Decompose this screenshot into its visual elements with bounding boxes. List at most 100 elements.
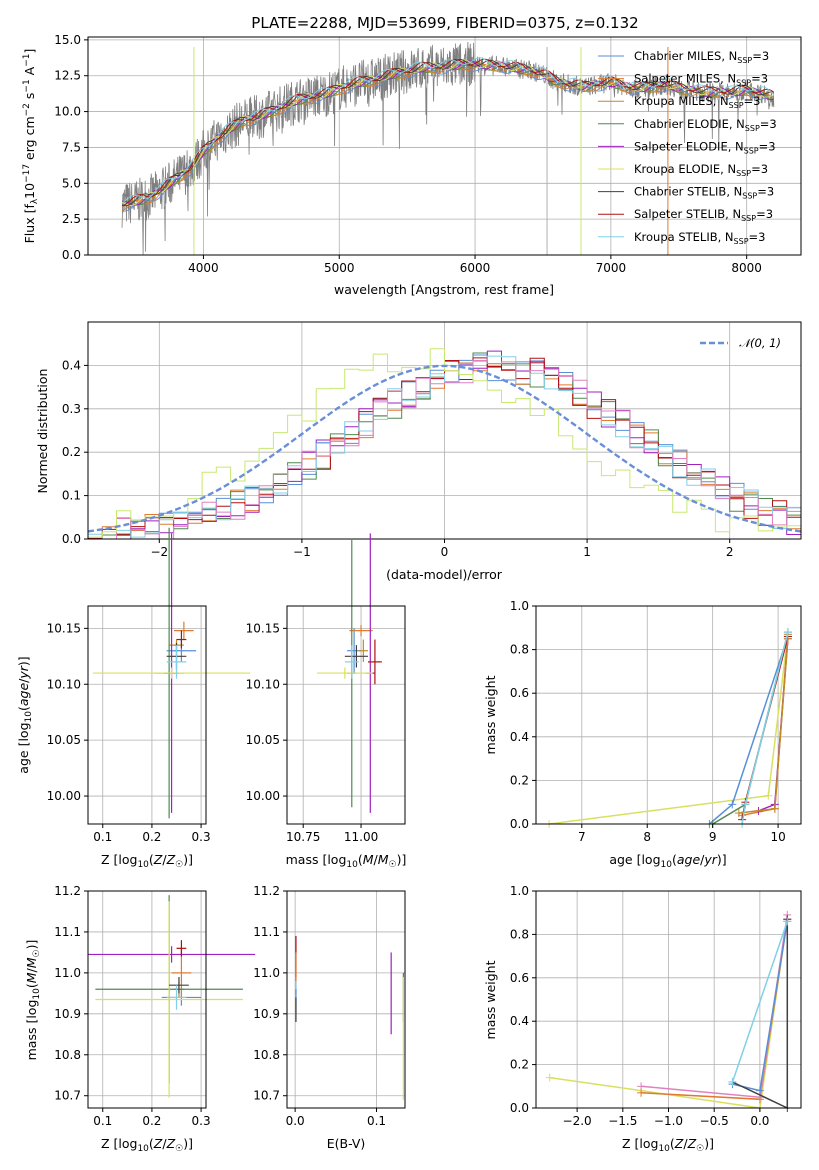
x-tick-label: 2: [726, 545, 734, 559]
mass-vs-z-panel: 0.1 0.2 0.3 10.7 10.8 10.9 11.0 11.1 11.2 Z [log…: [24, 884, 256, 1154]
spectrum-ylabel: Flux [fλ10−17 erg cm−2 s−1 A−1]: [22, 49, 40, 244]
y-tick-label: 10.05: [246, 733, 280, 747]
y-tick-label: 11.0: [54, 966, 81, 980]
mass-vs-ebv-panel: 0.0 0.1 10.7 10.8 10.9 11.0 11.1 11.2 E(B-V): [253, 884, 406, 1151]
x-tick-label: 7: [578, 830, 586, 844]
weight-line-kroupa_stelib: [731, 921, 789, 1083]
legend-label-chabrier_stelib: Chabrier STELIB, NSSP=3: [634, 185, 774, 201]
weight-vs-age-ticks: 7 8 9 10 0.0 0.2 0.4 0.6 0.8 1.0: [510, 599, 786, 844]
legend-label-chabrier_elodie: Chabrier ELODIE, NSSP=3: [634, 117, 777, 133]
weight-vs-z-ticks: −2.0 −1.5 −1.0 −0.5 0.0 0.0 0.2 0.4 0.6 0.8 1.0: [510, 884, 770, 1128]
x-tick-label: 8000: [731, 261, 762, 275]
x-tick-label: 1: [583, 545, 591, 559]
x-tick-label: 0.1: [93, 1114, 112, 1128]
y-tick-label: 11.1: [54, 925, 81, 939]
weight-vs-z-panel: −2.0 −1.5 −1.0 −0.5 0.0 0.0 0.2 0.4 0.6 0.8 1.0 Z …: [483, 884, 802, 1154]
y-tick-label: 0.4: [510, 1014, 529, 1028]
x-tick-label: 10: [770, 830, 785, 844]
x-tick-label: 9: [709, 830, 717, 844]
y-tick-label: 0.6: [510, 686, 529, 700]
histogram-ylabel: Normed distribution: [35, 369, 50, 494]
x-tick-label: −2: [150, 545, 168, 559]
y-tick-label: 0.0: [62, 248, 81, 262]
legend-label-kroupa_elodie: Kroupa ELODIE, NSSP=3: [634, 162, 768, 178]
x-tick-label: 10.75: [286, 830, 320, 844]
x-tick-label: 8: [643, 830, 651, 844]
y-tick-label: 1.0: [510, 599, 529, 613]
histogram-step-6: [88, 360, 801, 540]
spectrum-xlabel: wavelength [Angstrom, rest frame]: [334, 282, 554, 297]
x-tick-label: 0.1: [93, 830, 112, 844]
age-vs-mass-grid: [287, 606, 405, 824]
histogram-xlabel: (data-model)/error: [386, 567, 503, 582]
y-tick-label: 0.4: [510, 730, 529, 744]
mass-vs-z-xlabel: Z [log10(Z/Z☉)]: [101, 1136, 193, 1154]
y-tick-label: 10.8: [54, 1048, 81, 1062]
y-tick-label: 0.6: [510, 971, 529, 985]
y-tick-label: 1.0: [510, 884, 529, 898]
y-tick-label: 0.3: [62, 402, 81, 416]
spectrum-frame: [87, 36, 802, 256]
x-tick-label: −1.5: [608, 1114, 637, 1128]
y-tick-label: 2.5: [62, 212, 81, 226]
x-tick-label: 0.3: [192, 1114, 211, 1128]
y-tick-label: 0.4: [62, 358, 81, 372]
legend-label-salpeter_stelib: Salpeter STELIB, NSSP=3: [634, 207, 773, 223]
weight-vs-z-xlabel: Z [log10(Z/Z☉)]: [622, 1136, 714, 1154]
y-tick-label: 10.7: [54, 1089, 81, 1103]
y-tick-label: 10.15: [246, 621, 280, 635]
spectrum-panel: 4000 5000 6000 7000 8000 0.0 2.5 5.0 7.5 10.0 12.5…: [22, 14, 802, 297]
model-line-kroupa_stelib: [121, 57, 775, 204]
y-tick-label: 12.5: [54, 69, 81, 83]
mass-vs-z-frame: [87, 890, 207, 1109]
age-vs-z-ylabel: age [log10(age/yr)]: [16, 656, 34, 773]
y-tick-label: 5.0: [62, 176, 81, 190]
x-tick-label: −0.5: [700, 1114, 729, 1128]
y-tick-label: 0.2: [62, 445, 81, 459]
age-vs-mass-frame: [286, 605, 406, 825]
mass-vs-ebv-ticks: 0.0 0.1 10.7 10.8 10.9 11.0 11.1 11.2: [253, 884, 386, 1128]
x-tick-label: −2.0: [563, 1114, 592, 1128]
weight-vs-age-ylabel: mass weight: [483, 675, 498, 754]
x-tick-label: 11.00: [344, 830, 378, 844]
age-vs-z-errorbars: [92, 527, 251, 819]
age-vs-z-ticks: 0.1 0.2 0.3 10.00 10.05 10.10 10.15: [47, 621, 211, 844]
histogram-series: [87, 348, 802, 540]
x-tick-label: 0.2: [142, 1114, 161, 1128]
histogram-panel: −2 −1 0 1 2 0.0 0.1 0.2 0.3 0.4 (data-model)/erro…: [35, 321, 802, 582]
histogram-step-7: [88, 348, 801, 538]
x-tick-label: 0.1: [367, 1114, 386, 1128]
model-line-chabrier_stelib: [121, 58, 774, 207]
legend-label-kroupa_stelib: Kroupa STELIB, NSSP=3: [634, 230, 765, 246]
mass-vs-ebv-xlabel: E(B-V): [327, 1136, 366, 1151]
x-tick-label: 4000: [188, 261, 219, 275]
y-tick-label: 0.8: [510, 643, 529, 657]
age-vs-mass-panel: 10.75 11.00 10.00 10.05 10.10 10.15 mass [log…: [246, 533, 407, 870]
model-line-salpeter_stelib: [121, 58, 775, 207]
y-tick-label: 10.10: [246, 677, 280, 691]
y-tick-label: 11.1: [253, 925, 280, 939]
weight-vs-age-panel: 7 8 9 10 0.0 0.2 0.4 0.6 0.8 1.0 age [log10(age/y…: [483, 599, 802, 870]
y-tick-label: 10.00: [246, 789, 280, 803]
x-tick-label: 0: [441, 545, 449, 559]
mass-vs-ebv-grid: [287, 890, 405, 1108]
age-vs-mass-xlabel: mass [log10(M/M☉)]: [286, 852, 407, 870]
x-tick-label: 7000: [596, 261, 627, 275]
age-vs-z-panel: 0.1 0.2 0.3 10.00 10.05 10.10 10.15 Z [log10(Z…: [16, 527, 251, 870]
y-tick-label: 10.00: [47, 789, 81, 803]
x-tick-label: 5000: [324, 261, 355, 275]
histogram-ticks: −2 −1 0 1 2 0.0 0.1 0.2 0.3 0.4: [62, 358, 734, 559]
age-vs-z-grid: [88, 606, 206, 824]
x-tick-label: 0.3: [192, 830, 211, 844]
y-tick-label: 10.8: [253, 1048, 280, 1062]
y-tick-label: 0.2: [510, 773, 529, 787]
y-tick-label: 10.15: [47, 621, 81, 635]
histogram-step-5: [88, 355, 801, 540]
mass-vs-ebv-frame: [286, 890, 406, 1109]
age-vs-z-xlabel: Z [log10(Z/Z☉)]: [101, 852, 193, 870]
y-tick-label: 10.9: [54, 1007, 81, 1021]
y-tick-label: 0.8: [510, 927, 529, 941]
y-tick-label: 10.9: [253, 1007, 280, 1021]
model-line-salpeter_elodie: [122, 60, 774, 206]
